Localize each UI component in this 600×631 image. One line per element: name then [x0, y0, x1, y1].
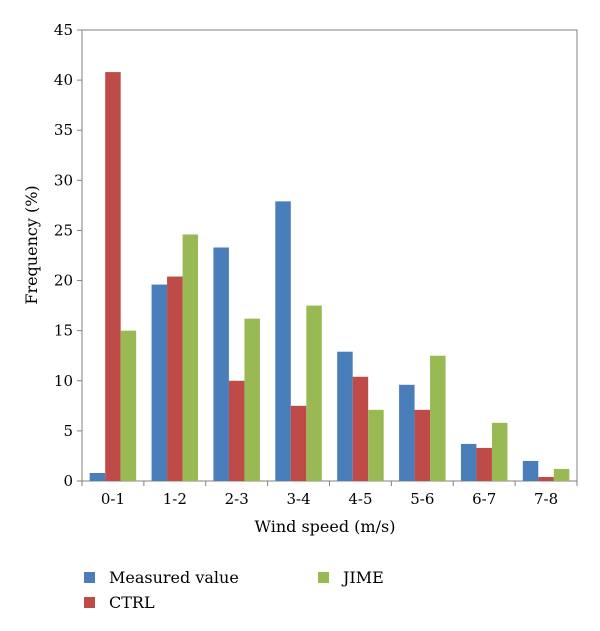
legend-label-measured-value: Measured value	[109, 568, 239, 587]
bar-jime-4-5	[368, 409, 384, 481]
bar-ctrl-2-3	[228, 380, 245, 481]
bar-measured-value-4-5	[337, 351, 353, 481]
y-axis-title: Frequency (%)	[22, 185, 41, 304]
x-tick-label: 7-8	[534, 490, 558, 508]
bar-ctrl-5-6	[414, 409, 431, 481]
legend-swatch-jime	[318, 572, 329, 583]
x-tick-label: 3-4	[286, 490, 310, 508]
bar-measured-value-1-2	[151, 284, 168, 481]
bar-measured-value-6-7	[460, 443, 477, 481]
y-tick-label: 30	[54, 171, 73, 189]
y-tick-label: 40	[54, 71, 73, 89]
y-tick-label: 20	[54, 272, 73, 290]
legend-swatch-measured-value	[84, 572, 95, 583]
y-axis-ticks: 0 5 10 15 20 25 30 35 40 45	[54, 21, 82, 490]
bar-measured-value-5-6	[399, 384, 415, 481]
x-axis-title: Wind speed (m/s)	[255, 517, 396, 536]
bar-jime-1-2	[182, 234, 199, 481]
bar-jime-0-1	[120, 330, 137, 481]
y-tick-label: 5	[63, 422, 73, 440]
bar-measured-value-2-3	[213, 247, 229, 481]
y-tick-label: 25	[54, 221, 73, 239]
y-tick-label: 45	[54, 21, 73, 39]
bar-jime-7-8	[553, 468, 570, 481]
bar-ctrl-1-2	[167, 276, 183, 481]
x-tick-label: 0-1	[101, 490, 125, 508]
x-tick-label: 2-3	[225, 490, 249, 508]
bar-measured-value-3-4	[275, 201, 291, 481]
bar-measured-value-7-8	[522, 460, 539, 481]
bar-ctrl-4-5	[352, 376, 369, 481]
bar-jime-5-6	[430, 355, 446, 481]
legend-label-jime: JIME	[341, 568, 384, 587]
bar-ctrl-6-7	[476, 447, 492, 481]
bar-jime-2-3	[244, 318, 260, 481]
bar-jime-6-7	[491, 422, 508, 481]
legend-swatch-ctrl	[84, 597, 95, 608]
bars-group	[89, 72, 570, 482]
y-tick-label: 0	[63, 472, 73, 490]
legend-label-ctrl: CTRL	[109, 593, 155, 612]
x-axis-ticks: 0-1 1-2 2-3 3-4 4-5 5-6 6-7 7-8	[81, 481, 578, 508]
x-tick-label: 1-2	[163, 490, 187, 508]
legend: Measured value CTRL JIME	[84, 568, 384, 612]
y-tick-label: 10	[54, 372, 73, 390]
bar-ctrl-0-1	[105, 72, 121, 482]
bar-measured-value-0-1	[89, 472, 106, 481]
x-tick-label: 4-5	[348, 490, 372, 508]
x-tick-label: 6-7	[472, 490, 496, 508]
y-tick-label: 15	[54, 322, 73, 340]
x-tick-label: 5-6	[410, 490, 434, 508]
y-tick-label: 35	[54, 121, 73, 139]
bar-jime-3-4	[306, 305, 322, 481]
bar-ctrl-3-4	[290, 405, 307, 481]
bar-ctrl-7-8	[538, 476, 554, 481]
